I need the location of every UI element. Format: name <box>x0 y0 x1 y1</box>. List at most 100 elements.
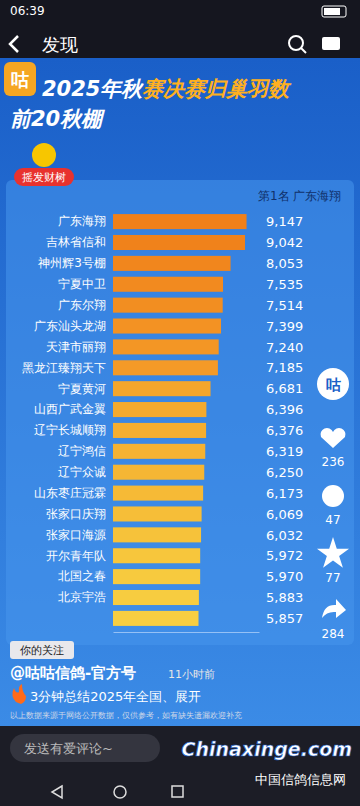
disclaimer: 以上数据来源于网络公开数据，仅供参考，如有缺失遗漏欢迎补充 <box>10 711 242 720</box>
tick-label: 北国之春 <box>58 569 106 583</box>
tick: 辽宁众诚 <box>58 465 113 479</box>
share-button[interactable] <box>322 599 346 618</box>
data-label: 6,396 <box>266 402 303 417</box>
caption[interactable]: 3分钟总结2025年全国、展开 <box>30 689 201 704</box>
author[interactable]: @咕咕信鸽-官方号 <box>10 664 136 682</box>
stat-count: 236 <box>322 455 345 469</box>
data-label: 9,042 <box>266 235 303 250</box>
tick-label: 开尔青年队 <box>46 549 106 563</box>
bar <box>113 319 221 334</box>
like-button[interactable] <box>321 428 346 448</box>
badge[interactable]: 摇发财树 <box>22 171 66 184</box>
data-label: 6,032 <box>266 528 303 543</box>
tick: 神州辉3号棚 <box>38 256 113 270</box>
comment-button[interactable] <box>322 485 344 507</box>
bar <box>113 214 247 229</box>
bar <box>113 402 206 417</box>
data-label: 7,535 <box>266 277 303 292</box>
bar <box>113 423 206 438</box>
tick: 山西广武金翼 <box>34 402 113 416</box>
avatar[interactable] <box>317 368 349 400</box>
bar <box>113 569 200 584</box>
tick-label: 宁夏黄河 <box>58 382 106 396</box>
bar <box>113 486 203 501</box>
time-ago: 11小时前 <box>168 668 215 681</box>
search-button[interactable] <box>289 36 303 50</box>
data-label: 5,883 <box>266 590 303 605</box>
tick: 宁夏黄河 <box>58 382 113 396</box>
tick: 张家口海源 <box>46 528 113 542</box>
favorite-button[interactable] <box>317 537 349 568</box>
data-label: 6,069 <box>266 507 303 522</box>
badge-icon <box>32 143 56 167</box>
bar <box>113 444 205 459</box>
bottom-bar <box>0 726 360 806</box>
data-labels: 9,1479,0428,0537,5357,5147,3997,2407,185… <box>266 214 303 626</box>
follow-tag[interactable]: 你的关注 <box>20 644 64 657</box>
data-label: 7,185 <box>266 360 303 375</box>
bar <box>113 611 199 626</box>
tick-label: 张家口庆翔 <box>46 507 106 521</box>
nav-title: 发现 <box>42 34 78 55</box>
bar <box>113 548 200 563</box>
screen: 06:39 发现咕 2025年秋赛决赛归巢羽数前20秋棚摇发财树第1名 广东海翔广东… <box>0 0 360 806</box>
tick: 北国之春 <box>58 569 113 583</box>
tick: 吉林省信和 <box>46 235 113 249</box>
data-label: 6,376 <box>266 423 303 438</box>
tick-label: 山东枣庄冠霖 <box>34 486 106 500</box>
battery-level <box>324 8 340 15</box>
data-label: 6,173 <box>266 486 303 501</box>
nav-back[interactable] <box>52 786 62 798</box>
avatar-logo: 咕 <box>326 376 341 394</box>
data-label: 6,319 <box>266 444 303 459</box>
data-label: 9,147 <box>266 214 303 229</box>
stat-count: 77 <box>325 571 340 585</box>
tick-label: 辽宁长城顺翔 <box>34 423 106 437</box>
tick: 北京宇浩 <box>58 590 113 604</box>
bar <box>113 465 204 480</box>
data-label: 6,681 <box>266 381 303 396</box>
bar <box>113 381 211 396</box>
bar <box>113 256 231 271</box>
comment-box[interactable] <box>10 734 160 762</box>
top-bar <box>0 0 360 58</box>
status-time: 06:39 <box>10 4 45 18</box>
tick: 开尔青年队 <box>46 549 113 563</box>
badge-box[interactable] <box>14 168 74 186</box>
bar <box>113 590 199 605</box>
follow-box[interactable] <box>10 641 74 659</box>
tick: 广东海翔 <box>58 214 113 228</box>
chart-panel <box>6 180 354 645</box>
data-label: 7,240 <box>266 340 303 355</box>
bar <box>113 339 219 354</box>
stat-count: 47 <box>325 513 340 527</box>
bar <box>113 235 245 250</box>
tick-label: 吉林省信和 <box>46 235 106 249</box>
tick-label: 山西广武金翼 <box>34 402 106 416</box>
data-label: 7,514 <box>266 298 303 313</box>
bars <box>113 214 247 626</box>
tick: 辽宁长城顺翔 <box>34 423 113 437</box>
x-axis-line <box>114 632 260 633</box>
tick: 山东枣庄冠霖 <box>34 486 113 500</box>
tick-label: 黑龙江臻翔天下 <box>22 361 106 375</box>
chart-background <box>0 58 360 726</box>
nav-recent[interactable] <box>172 786 183 797</box>
comment-input[interactable]: 发送有爱评论~ <box>24 741 113 756</box>
tick: 天津市丽翔 <box>46 340 113 354</box>
annotation: 第1名 广东海翔 <box>258 189 341 203</box>
tick: 广东尔翔 <box>58 298 113 312</box>
tick: 张家口庆翔 <box>46 507 113 521</box>
tick-label: 辽宁鸿信 <box>58 444 106 458</box>
title: 2025年秋赛决赛归巢羽数前20秋棚 <box>10 77 292 131</box>
stat-count: 284 <box>322 627 345 641</box>
back-button[interactable] <box>10 36 18 52</box>
tick: 黑龙江臻翔天下 <box>22 361 113 375</box>
tick-label: 北京宇浩 <box>58 590 106 604</box>
camera-button[interactable] <box>322 37 340 50</box>
fire-icon <box>12 684 26 704</box>
nav-home[interactable] <box>114 786 126 798</box>
data-label: 8,053 <box>266 256 303 271</box>
battery-icon <box>322 6 346 17</box>
data-label: 5,857 <box>266 611 303 626</box>
